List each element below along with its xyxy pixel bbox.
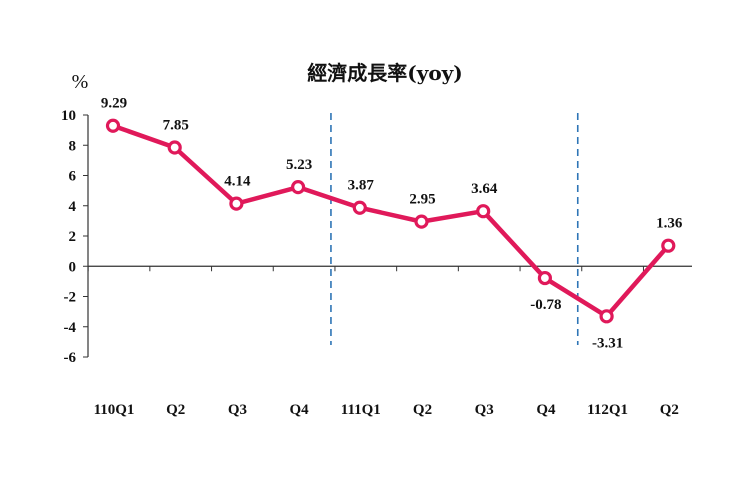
y-tick-label: 6 bbox=[69, 169, 77, 185]
data-label: 5.23 bbox=[286, 157, 312, 173]
data-label: 4.14 bbox=[224, 174, 251, 190]
data-point bbox=[414, 214, 429, 229]
y-tick-label: 2 bbox=[69, 229, 77, 245]
data-label: 9.29 bbox=[101, 96, 127, 112]
data-point bbox=[537, 270, 553, 286]
x-tick-labels: 110Q1 Q2 Q3 Q4 111Q1 Q2 Q3 Q4 112Q1 Q2 bbox=[94, 402, 679, 418]
x-tick-label: Q2 bbox=[660, 402, 679, 418]
data-label: 3.87 bbox=[348, 178, 375, 194]
data-label: 7.85 bbox=[163, 118, 189, 134]
series-line bbox=[110, 123, 671, 319]
x-tick-label: Q4 bbox=[290, 402, 310, 418]
y-tick-label: 8 bbox=[69, 138, 77, 154]
data-points bbox=[105, 118, 676, 324]
x-tick-label: Q3 bbox=[228, 402, 247, 418]
x-tick-label: Q2 bbox=[413, 402, 432, 418]
y-tick-label: 10 bbox=[61, 108, 76, 124]
data-labels: 9.29 7.85 4.14 5.23 3.87 2.95 3.64 -0.78 -3.31 1.… bbox=[101, 96, 683, 352]
x-tick-label: Q3 bbox=[475, 402, 494, 418]
y-tick-label: -2 bbox=[64, 290, 77, 306]
data-label: -0.78 bbox=[530, 297, 561, 313]
x-tick-label: Q4 bbox=[536, 402, 556, 418]
y-axis-unit-label: % bbox=[72, 71, 89, 93]
x-tick-label: Q2 bbox=[166, 402, 185, 418]
y-tick-label: -6 bbox=[64, 350, 77, 366]
series-polyline bbox=[110, 123, 671, 319]
x-tick-label: 112Q1 bbox=[587, 402, 628, 418]
data-point bbox=[599, 309, 614, 324]
data-point bbox=[105, 118, 121, 133]
chart-title: 經濟成長率(yoy) bbox=[307, 61, 463, 85]
data-point bbox=[167, 140, 182, 155]
data-label: 2.95 bbox=[409, 192, 435, 208]
data-point bbox=[476, 204, 491, 219]
data-label: 3.64 bbox=[471, 181, 498, 197]
y-tick-label: -4 bbox=[64, 320, 77, 336]
data-point bbox=[291, 180, 306, 195]
data-label: -3.31 bbox=[592, 335, 623, 351]
x-tick-label: 110Q1 bbox=[94, 402, 135, 418]
y-tick-labels: 10 8 6 4 2 0 -2 -4 -6 bbox=[61, 108, 77, 366]
x-tick-label: 111Q1 bbox=[341, 402, 381, 418]
year-dividers bbox=[330, 113, 579, 345]
y-tick-label: 4 bbox=[69, 199, 77, 215]
axes bbox=[83, 114, 692, 358]
data-point bbox=[661, 238, 676, 253]
y-tick-label: 0 bbox=[69, 259, 77, 275]
data-label: 1.36 bbox=[656, 216, 683, 232]
data-point bbox=[352, 200, 367, 215]
data-point bbox=[229, 196, 244, 211]
